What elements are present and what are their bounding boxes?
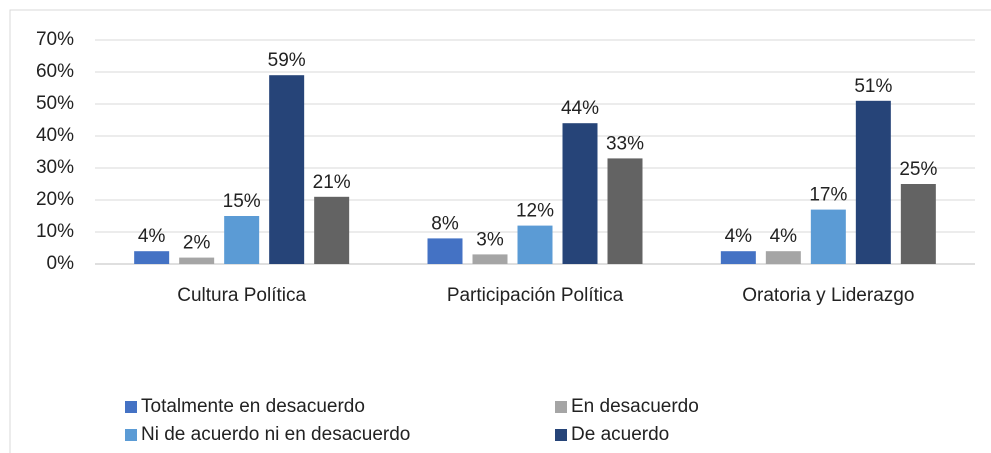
y-tick-label: 40% <box>36 125 74 146</box>
bar <box>607 158 643 264</box>
legend-swatch <box>555 401 567 413</box>
y-tick-label: 70% <box>36 29 74 50</box>
data-label: 8% <box>431 213 459 234</box>
data-label: 3% <box>476 229 504 250</box>
bar <box>765 251 801 264</box>
data-label: 15% <box>223 191 261 212</box>
y-tick-label: 20% <box>36 189 74 210</box>
legend-label: Totalmente en desacuerdo <box>141 396 365 417</box>
data-label: 4% <box>138 226 166 247</box>
data-label: 59% <box>268 50 306 71</box>
bar <box>314 196 350 264</box>
data-label: 4% <box>770 226 798 247</box>
bar <box>517 225 553 264</box>
bar <box>269 75 305 264</box>
bar <box>855 100 891 264</box>
chart-frame <box>9 9 991 453</box>
y-tick-label: 30% <box>36 157 74 178</box>
x-tick-label: Participación Política <box>447 285 624 306</box>
data-label: 44% <box>561 98 599 119</box>
x-tick-label: Oratoria y Liderazgo <box>742 285 914 306</box>
legend-swatch <box>555 429 567 441</box>
bar <box>472 254 508 264</box>
bar <box>810 209 846 264</box>
bar <box>224 216 260 264</box>
data-label: 2% <box>183 233 211 254</box>
bar <box>179 257 215 264</box>
bar <box>134 251 170 264</box>
data-label: 17% <box>809 185 847 206</box>
legend-swatch <box>125 401 137 413</box>
legend-swatch <box>125 429 137 441</box>
legend-label: De acuerdo <box>571 424 669 445</box>
data-label: 21% <box>313 172 351 193</box>
data-label: 33% <box>606 133 644 154</box>
y-tick-label: 60% <box>36 61 74 82</box>
data-label: 4% <box>725 226 753 247</box>
data-label: 25% <box>899 159 937 180</box>
data-label: 12% <box>516 201 554 222</box>
bar <box>720 251 756 264</box>
legend-label: En desacuerdo <box>571 396 699 417</box>
legend-label: Ni de acuerdo ni en desacuerdo <box>141 424 410 445</box>
bar <box>562 123 598 264</box>
y-tick-label: 10% <box>36 221 74 242</box>
y-tick-label: 0% <box>47 253 75 274</box>
y-tick-label: 50% <box>36 93 74 114</box>
bar <box>427 238 463 264</box>
bar <box>900 184 936 264</box>
x-tick-label: Cultura Política <box>177 285 306 306</box>
data-label: 51% <box>854 76 892 97</box>
